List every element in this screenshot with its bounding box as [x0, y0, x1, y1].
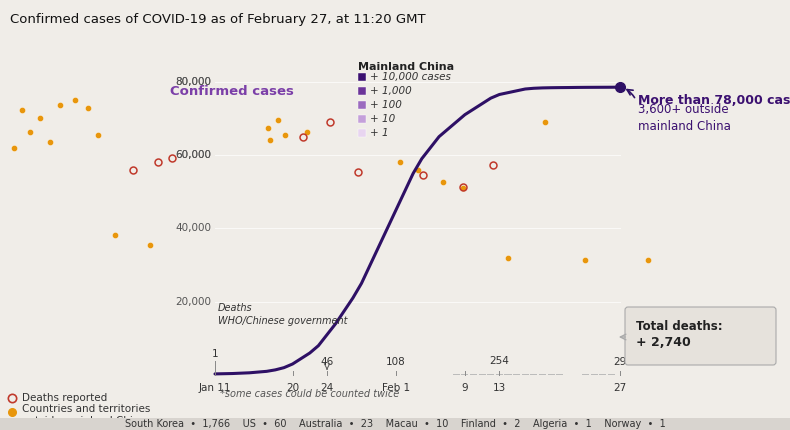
Text: Jan 11: Jan 11 [199, 383, 231, 393]
Text: *some cases could be counted twice: *some cases could be counted twice [220, 389, 399, 399]
Text: Confirmed cases: Confirmed cases [170, 85, 294, 98]
Text: 1: 1 [212, 349, 218, 359]
Text: 13: 13 [493, 383, 506, 393]
Text: + 100: + 100 [370, 100, 402, 110]
FancyBboxPatch shape [591, 374, 598, 375]
Text: Confirmed cases of COVID-19 as of February 27, at 11:20 GMT: Confirmed cases of COVID-19 as of Februa… [10, 13, 426, 26]
Text: More than 78,000 cases: More than 78,000 cases [638, 93, 790, 107]
Text: + 10: + 10 [370, 114, 395, 124]
Text: 254: 254 [490, 356, 510, 366]
Text: 80,000: 80,000 [175, 77, 211, 87]
FancyBboxPatch shape [0, 418, 790, 430]
Text: 9: 9 [461, 383, 468, 393]
FancyBboxPatch shape [582, 374, 589, 375]
Text: 29: 29 [613, 357, 626, 367]
FancyBboxPatch shape [358, 129, 366, 137]
Text: Mainland China: Mainland China [358, 62, 454, 72]
Text: 60,000: 60,000 [175, 150, 211, 160]
Text: 80,000: 80,000 [175, 77, 211, 87]
Text: Deaths
WHO/Chinese government: Deaths WHO/Chinese government [218, 303, 348, 326]
Text: Total deaths:: Total deaths: [636, 320, 723, 333]
Text: 60,000: 60,000 [175, 150, 211, 160]
Text: 20,000: 20,000 [175, 297, 211, 307]
Text: 108: 108 [386, 356, 406, 367]
Text: Countries and territories
outside mainland China: Countries and territories outside mainla… [22, 404, 150, 426]
FancyBboxPatch shape [358, 73, 366, 81]
Text: South Korea  •  1,766    US  •  60    Australia  •  23    Macau  •  10    Finlan: South Korea • 1,766 US • 60 Australia • … [125, 419, 665, 429]
Text: + 2,740: + 2,740 [636, 336, 690, 349]
Text: + 10,000 cases: + 10,000 cases [370, 72, 451, 82]
Text: 24: 24 [321, 383, 333, 393]
Text: + 1,000: + 1,000 [370, 86, 412, 96]
Text: 46: 46 [321, 357, 333, 367]
Text: 40,000: 40,000 [175, 223, 211, 233]
Text: 3,600+ outside
mainland China: 3,600+ outside mainland China [638, 103, 731, 133]
FancyBboxPatch shape [358, 115, 366, 123]
Text: 20: 20 [286, 383, 299, 393]
Text: 27: 27 [613, 383, 626, 393]
Text: Feb 1: Feb 1 [382, 383, 410, 393]
Text: + 1: + 1 [370, 128, 389, 138]
FancyBboxPatch shape [358, 87, 366, 95]
FancyBboxPatch shape [358, 101, 366, 109]
Text: Deaths reported: Deaths reported [22, 393, 107, 403]
FancyBboxPatch shape [625, 307, 776, 365]
